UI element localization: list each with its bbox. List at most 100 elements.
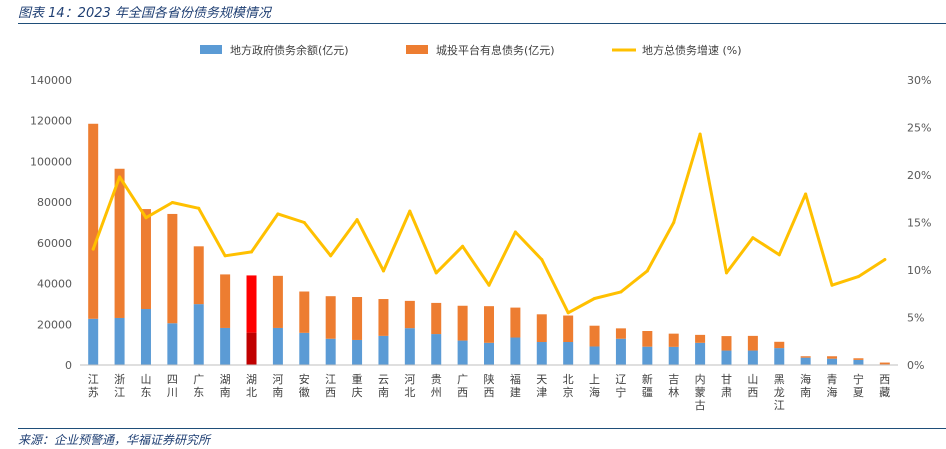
bar-gov-debt xyxy=(378,335,389,365)
y-left-tick-label: 60000 xyxy=(37,237,72,250)
bar-gov-debt xyxy=(747,350,758,365)
bar-lgfv-debt xyxy=(563,315,574,342)
x-tick-label: 宁夏 xyxy=(853,372,864,399)
growth-point xyxy=(830,283,834,287)
growth-point xyxy=(302,221,306,224)
bar-gov-debt xyxy=(299,332,310,365)
bar-lgfv-debt xyxy=(431,302,442,335)
growth-point xyxy=(619,290,623,294)
growth-point xyxy=(250,250,254,254)
y-left-tick-label: 140000 xyxy=(30,74,72,87)
bar-lgfv-debt xyxy=(193,246,204,305)
growth-point xyxy=(645,269,649,273)
growth-point xyxy=(566,311,570,315)
bar-gov-debt xyxy=(827,358,838,365)
growth-point xyxy=(513,230,517,234)
growth-point xyxy=(751,236,755,240)
bar-lgfv-debt xyxy=(774,341,785,349)
growth-point xyxy=(276,212,280,216)
y-right-tick-label: 0% xyxy=(907,359,924,372)
bar-lgfv-debt xyxy=(140,209,151,310)
x-tick-label: 辽宁 xyxy=(615,373,626,399)
y-right-tick-label: 10% xyxy=(907,264,931,277)
bar-lgfv-debt xyxy=(114,168,125,318)
growth-point xyxy=(355,218,359,222)
bar-gov-debt xyxy=(774,348,785,365)
growth-point xyxy=(856,275,860,279)
bar-lgfv-debt xyxy=(853,358,864,360)
growth-point xyxy=(118,175,122,179)
x-tick-label: 福建 xyxy=(510,372,521,399)
x-tick-label: 广西 xyxy=(457,373,468,399)
x-tick-label: 北京 xyxy=(563,373,574,399)
growth-point xyxy=(672,221,676,224)
x-tick-label: 西藏 xyxy=(879,373,890,399)
bar-gov-debt xyxy=(589,346,600,365)
right-axis: 0% 5% 10% 15% 20% 25% 30% xyxy=(907,74,931,372)
bar-gov-debt xyxy=(246,332,257,365)
bar-gov-debt xyxy=(484,342,494,365)
bar-lgfv-debt xyxy=(668,333,679,347)
growth-point xyxy=(540,258,544,262)
growth-point xyxy=(804,192,808,196)
bar-gov-debt xyxy=(721,350,732,365)
bar-gov-debt xyxy=(220,327,231,365)
bars xyxy=(88,123,890,365)
figure-title: 图表 14：2023 年全国各省份债务规模情况 xyxy=(18,6,271,21)
bar-lgfv-debt xyxy=(378,299,389,336)
legend: 地方政府债务余额(亿元) 城投平台有息债务(亿元) 地方总债务增速 (%) xyxy=(200,43,742,57)
bar-lgfv-debt xyxy=(747,335,758,351)
bar-gov-debt xyxy=(800,357,811,365)
x-axis: 江苏浙江山东四川广东湖南湖北河南安徽江西重庆云南河北贵州广西陕西福建天津北京上海… xyxy=(80,364,898,412)
x-tick-label: 内蒙古 xyxy=(695,372,706,412)
bar-lgfv-debt xyxy=(827,356,838,359)
bar-gov-debt xyxy=(668,346,679,365)
legend-label: 城投平台有息债务(亿元) xyxy=(436,43,555,57)
x-tick-label: 青海 xyxy=(827,373,838,399)
bar-lgfv-debt xyxy=(404,300,415,329)
x-tick-label: 新疆 xyxy=(642,372,653,399)
bar-lgfv-debt xyxy=(88,123,99,319)
growth-point xyxy=(144,216,148,220)
growth-point xyxy=(434,271,438,275)
x-tick-label: 湖北 xyxy=(246,373,257,399)
legend-swatch xyxy=(406,45,428,54)
x-tick-label: 甘肃 xyxy=(721,373,732,399)
bar-gov-debt xyxy=(140,309,151,365)
growth-point xyxy=(91,247,95,251)
bar-lgfv-debt xyxy=(536,314,547,342)
bar-lgfv-debt xyxy=(589,325,600,347)
y-left-tick-label: 120000 xyxy=(30,115,72,128)
title-divider xyxy=(18,23,946,24)
bar-gov-debt xyxy=(88,318,99,365)
y-left-tick-label: 20000 xyxy=(37,318,72,331)
growth-point xyxy=(408,209,412,213)
bar-lgfv-debt xyxy=(167,213,178,324)
x-tick-label: 重庆 xyxy=(352,372,363,399)
bar-gov-debt xyxy=(615,338,626,365)
bar-gov-debt xyxy=(352,339,363,365)
bar-lgfv-debt xyxy=(457,305,468,341)
bar-gov-debt xyxy=(167,323,178,365)
growth-point xyxy=(223,254,227,258)
x-tick-label: 云南 xyxy=(378,373,389,399)
bar-lgfv-debt xyxy=(800,356,811,358)
left-axis: 0 20000 40000 60000 80000 100000 120000 140000 xyxy=(30,74,72,372)
x-tick-label: 海南 xyxy=(800,372,811,399)
bar-lgfv-debt xyxy=(695,334,706,343)
legend-label: 地方总债务增速 (%) xyxy=(642,43,742,57)
bar-lgfv-debt xyxy=(246,275,257,333)
growth-point xyxy=(197,206,201,210)
legend-label: 地方政府债务余额(亿元) xyxy=(230,43,349,57)
x-tick-label: 安徽 xyxy=(299,372,310,399)
y-right-tick-label: 20% xyxy=(907,169,931,182)
bar-lgfv-debt xyxy=(220,274,231,328)
x-tick-label: 江苏 xyxy=(88,373,99,399)
bar-lgfv-debt xyxy=(615,328,626,339)
growth-point xyxy=(724,271,728,275)
bar-gov-debt xyxy=(272,327,283,365)
growth-point xyxy=(593,297,597,300)
x-tick-label: 陕西 xyxy=(484,372,495,399)
growth-point xyxy=(170,201,174,205)
